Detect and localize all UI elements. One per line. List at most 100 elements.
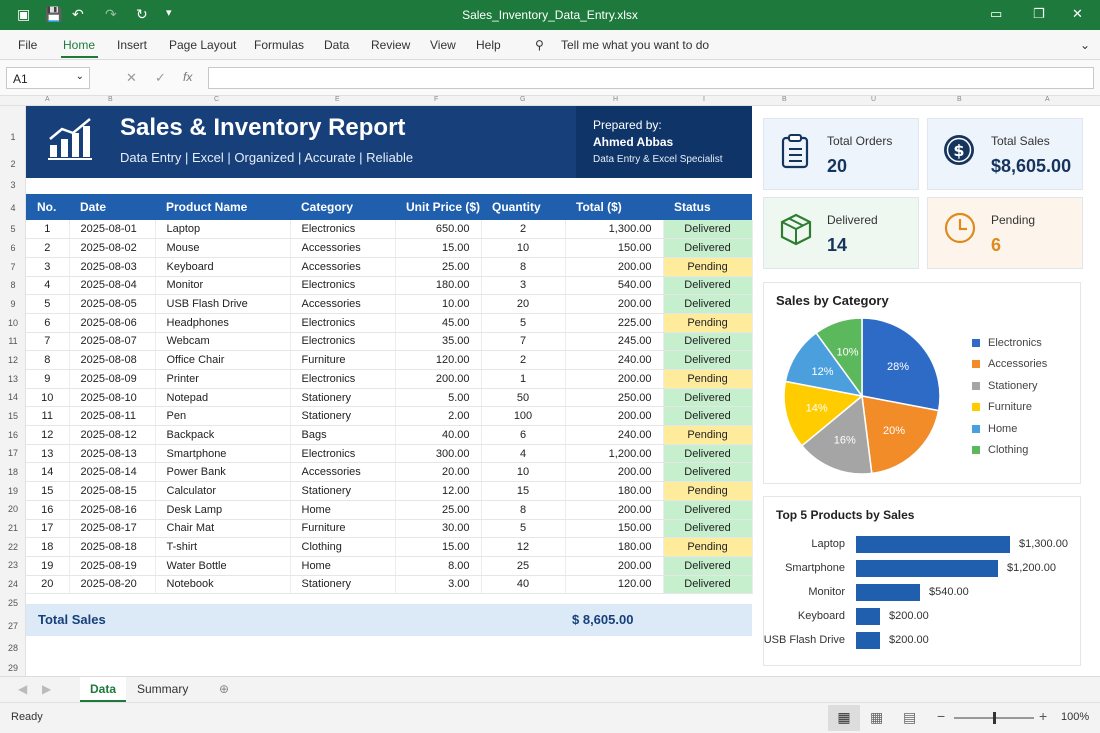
table-cell[interactable]: 35.00 [395,332,482,352]
table-cell[interactable]: 45.00 [395,313,482,333]
table-cell[interactable]: Electronics [290,369,396,389]
table-cell[interactable]: 40 [481,575,566,595]
pie-slice[interactable] [800,394,873,475]
table-cell[interactable]: Chair Mat [155,519,291,539]
table-cell[interactable]: Home [290,556,396,576]
row-header[interactable]: 5 [10,224,16,234]
table-cell[interactable]: Electronics [290,276,396,296]
table-cell[interactable]: 2025-08-20 [69,575,156,595]
table-cell[interactable]: 5.00 [395,388,482,408]
table-cell[interactable]: 16 [26,500,70,520]
table-cell[interactable]: Backpack [155,425,291,445]
table-cell[interactable]: 120.00 [395,350,482,370]
table-cell[interactable]: 200.00 [565,556,664,576]
column-header[interactable]: B [108,96,113,103]
close-icon[interactable]: ✕ [1072,6,1083,21]
column-header-cell[interactable]: Date [69,194,155,220]
insert-function-icon[interactable]: fx [183,70,193,84]
column-header[interactable]: F [434,96,439,103]
row-header[interactable]: 23 [7,560,18,570]
table-cell[interactable]: 200.00 [565,500,664,520]
table-cell[interactable]: 7 [481,332,566,352]
row-header[interactable]: 7 [10,262,16,272]
table-cell[interactable]: Pen [155,406,291,427]
table-cell[interactable]: 5 [26,294,70,314]
table-cell[interactable]: 2025-08-11 [69,406,156,427]
table-cell[interactable]: 15.00 [395,537,482,557]
table-cell[interactable]: 2025-08-12 [69,425,156,445]
row-header[interactable]: 29 [7,663,18,673]
table-cell[interactable]: Accessories [290,257,396,277]
table-cell[interactable]: Furniture [290,350,396,370]
table-cell[interactable]: 200.00 [565,462,664,483]
table-cell[interactable]: 2025-08-18 [69,537,156,557]
table-cell[interactable]: 2025-08-06 [69,313,156,333]
table-cell[interactable]: 2025-08-01 [69,220,156,240]
table-cell[interactable]: 15 [26,481,70,501]
tab-insert[interactable]: Insert [117,38,148,52]
bar[interactable] [856,560,998,577]
customize-icon[interactable]: ▾ [166,7,172,19]
table-cell[interactable]: Calculator [155,481,291,501]
table-cell[interactable]: 200.00 [565,369,664,389]
bar[interactable] [856,632,880,649]
row-header[interactable]: 16 [7,430,18,440]
row-header[interactable]: 3 [10,180,16,190]
tab-home[interactable]: Home [63,38,96,52]
kpi-pending[interactable]: Pending 6 [927,197,1083,269]
column-header-cell[interactable]: No. [26,194,69,220]
table-cell[interactable]: 100 [481,406,566,427]
autosave-icon[interactable]: ▣ [17,6,31,22]
table-cell[interactable]: 225.00 [565,313,664,333]
row-header[interactable]: 25 [7,598,18,608]
collapse-ribbon-icon[interactable]: ⌄ [1080,38,1091,52]
pie-slice[interactable] [861,395,940,475]
row-header[interactable]: 9 [10,299,16,309]
status-cell[interactable]: Pending [663,425,753,445]
table-cell[interactable]: Stationery [290,406,396,427]
table-cell[interactable]: Stationery [290,575,396,595]
table-cell[interactable]: Electronics [290,332,396,352]
table-cell[interactable]: 2025-08-16 [69,500,156,520]
normal-view-icon[interactable]: ▦ [828,705,860,731]
table-cell[interactable]: 3.00 [395,575,482,595]
status-cell[interactable]: Pending [663,537,753,557]
table-cell[interactable]: 1,200.00 [565,444,664,464]
table-cell[interactable]: 150.00 [565,238,664,258]
table-cell[interactable]: 8.00 [395,556,482,576]
row-header[interactable]: 19 [7,486,18,496]
table-cell[interactable]: Printer [155,369,291,389]
table-cell[interactable]: Water Bottle [155,556,291,576]
formula-input[interactable] [208,67,1094,89]
search-icon[interactable]: ⚲ [535,38,544,52]
table-cell[interactable]: 20 [26,575,70,595]
table-cell[interactable]: 40.00 [395,425,482,445]
table-cell[interactable]: 2025-08-04 [69,276,156,296]
status-cell[interactable]: Pending [663,313,753,333]
table-cell[interactable]: 8 [26,350,70,370]
column-header-cell[interactable]: Quantity [481,194,565,220]
zoom-in-icon[interactable]: + [1039,708,1048,724]
zoom-out-icon[interactable]: − [937,708,946,724]
row-header[interactable]: 21 [7,523,18,533]
table-cell[interactable]: 2 [481,220,566,240]
tab-view[interactable]: View [430,38,456,52]
table-cell[interactable]: 5 [481,313,566,333]
status-cell[interactable]: Delivered [663,519,753,539]
table-cell[interactable]: 1 [481,369,566,389]
table-cell[interactable]: 25.00 [395,500,482,520]
cancel-icon[interactable]: ✕ [126,70,137,85]
table-cell[interactable]: Notebook [155,575,291,595]
table-cell[interactable]: 12 [481,537,566,557]
table-cell[interactable]: 15.00 [395,238,482,258]
column-header-cell[interactable]: Product Name [155,194,290,220]
row-header[interactable]: 18 [7,467,18,477]
table-cell[interactable]: 2025-08-09 [69,369,156,389]
zoom-thumb[interactable] [993,712,996,724]
table-cell[interactable]: 2025-08-10 [69,388,156,408]
table-cell[interactable]: Office Chair [155,350,291,370]
row-header[interactable]: 20 [7,504,18,514]
bar[interactable] [856,584,920,601]
table-cell[interactable]: 10.00 [395,294,482,314]
row-header[interactable]: 11 [8,336,18,346]
